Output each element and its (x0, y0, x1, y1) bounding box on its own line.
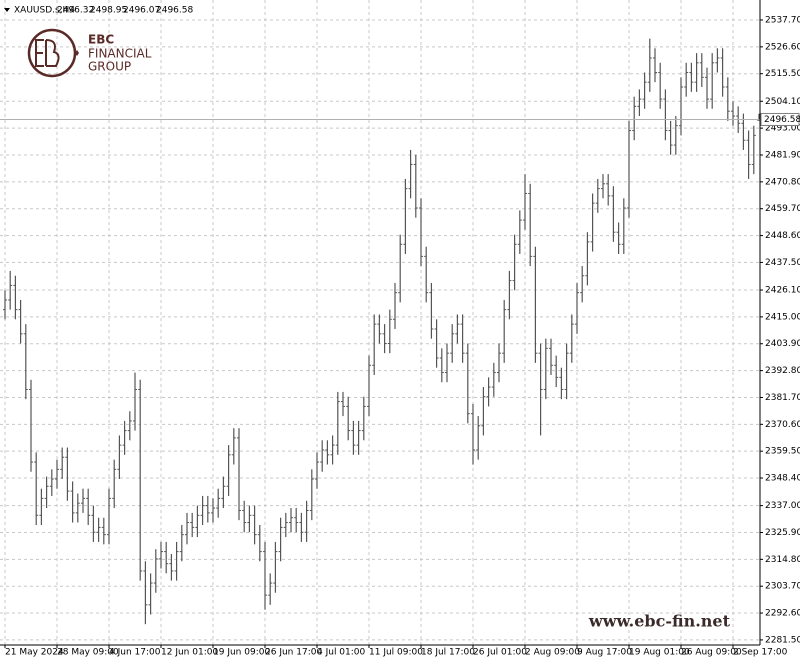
y-tick-label: 2403.90 (765, 339, 800, 349)
y-tick-label: 2292.60 (765, 609, 800, 619)
logo: EBC FINANCIAL GROUP (27, 28, 152, 78)
ohlc-high: 2498.95 (90, 6, 127, 16)
ohlc-open: 2496.32 (57, 6, 94, 16)
x-tick-label: 26 Jun 17:00 (265, 648, 322, 658)
y-tick-label: 2504.10 (765, 97, 800, 107)
y-tick-label: 2359.50 (765, 447, 800, 457)
x-tick-label: 28 May 09:00 (57, 648, 119, 658)
y-tick-label: 2526.60 (765, 42, 800, 52)
bars (0, 38, 761, 625)
logo-text: FINANCIAL (88, 47, 152, 61)
price-box (760, 112, 800, 126)
x-tick-label: 26 Aug 09:00 (681, 648, 742, 658)
axis-labels: 2537.70 2526.60 2515.50 2504.10 2493.00 2481.… (4, 15, 800, 658)
ohlc-close: 2496.58 (156, 6, 193, 16)
y-tick-label: 2370.60 (765, 420, 800, 430)
x-tick-label: 12 Jun 01:00 (161, 648, 218, 658)
y-tick-label: 2303.70 (765, 582, 800, 592)
y-tick-label: 2481.90 (765, 150, 800, 160)
x-tick-label: 21 May 2024 (5, 648, 64, 658)
grid (0, 0, 760, 645)
y-tick-label: 2459.70 (765, 204, 800, 214)
y-tick-label: 2448.60 (765, 231, 800, 241)
y-tick-label: 2325.90 (765, 528, 800, 538)
y-tick-label: 2281.50 (765, 635, 800, 645)
y-tick-label: 2437.50 (765, 258, 800, 268)
x-tick-label: 19 Aug 01:00 (629, 648, 690, 658)
x-tick-label: 19 Jun 09:00 (213, 648, 270, 658)
y-tick-label: 2337.00 (765, 501, 800, 511)
y-tick-label: 2314.80 (765, 555, 800, 565)
x-tick-label: 2 Sep 17:00 (733, 648, 788, 658)
x-tick-label: 4 Jul 01:00 (317, 648, 366, 658)
menu-arrow[interactable] (4, 8, 10, 12)
y-tick-label: 2537.70 (765, 15, 800, 25)
x-tick-label: 18 Jul 17:00 (421, 648, 475, 658)
logo-star (75, 50, 79, 56)
y-tick-label: 2392.80 (765, 366, 800, 376)
logo-text: GROUP (88, 60, 131, 74)
y-tick-label: 2470.80 (765, 177, 800, 187)
y-tick-label: 2426.10 (765, 286, 800, 296)
symbol: XAUUSD.s,H4 (14, 6, 75, 16)
x-tick-label: 9 Aug 17:00 (577, 648, 632, 658)
y-tick-label: 2381.70 (765, 393, 800, 403)
logo-text: EBC (88, 33, 114, 47)
price-label: 2496.58 (764, 115, 800, 125)
y-tick-label: 2493.00 (765, 124, 800, 134)
y-tick-label: 2415.00 (765, 312, 800, 322)
ohlc-low: 2496.07 (123, 6, 160, 16)
x-tick-label: 11 Jul 09:00 (369, 648, 423, 658)
x-tick-label: 2 Aug 09:00 (525, 648, 580, 658)
y-tick-label: 2348.40 (765, 474, 800, 484)
x-tick-label: 26 Jul 01:00 (473, 648, 527, 658)
logo-mark (35, 39, 60, 67)
watermark: www.ebc-fin.net (588, 612, 731, 631)
x-tick-label: 4 Jun 17:00 (109, 648, 161, 658)
y-tick-label: 2515.50 (765, 69, 800, 79)
